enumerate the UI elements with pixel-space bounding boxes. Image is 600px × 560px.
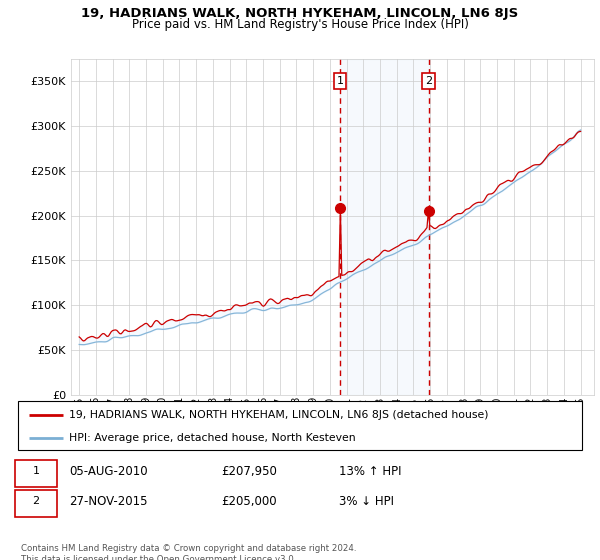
FancyBboxPatch shape [15, 460, 58, 487]
FancyBboxPatch shape [15, 489, 58, 517]
Text: 2: 2 [425, 76, 432, 86]
Text: 19, HADRIANS WALK, NORTH HYKEHAM, LINCOLN, LN6 8JS (detached house): 19, HADRIANS WALK, NORTH HYKEHAM, LINCOL… [69, 410, 488, 420]
Text: Contains HM Land Registry data © Crown copyright and database right 2024.
This d: Contains HM Land Registry data © Crown c… [21, 544, 356, 560]
Text: 1: 1 [32, 466, 40, 476]
FancyBboxPatch shape [18, 401, 582, 450]
Text: Price paid vs. HM Land Registry's House Price Index (HPI): Price paid vs. HM Land Registry's House … [131, 18, 469, 31]
Text: 05-AUG-2010: 05-AUG-2010 [69, 464, 148, 478]
Bar [340, 59, 428, 395]
Text: £205,000: £205,000 [221, 494, 277, 507]
Text: 1: 1 [337, 76, 343, 86]
Text: HPI: Average price, detached house, North Kesteven: HPI: Average price, detached house, Nort… [69, 433, 355, 443]
Text: 27-NOV-2015: 27-NOV-2015 [69, 494, 147, 507]
Text: £207,950: £207,950 [221, 464, 277, 478]
Text: 3% ↓ HPI: 3% ↓ HPI [340, 494, 394, 507]
Text: 13% ↑ HPI: 13% ↑ HPI [340, 464, 402, 478]
Text: 2: 2 [32, 496, 40, 506]
Text: 19, HADRIANS WALK, NORTH HYKEHAM, LINCOLN, LN6 8JS: 19, HADRIANS WALK, NORTH HYKEHAM, LINCOL… [82, 7, 518, 20]
